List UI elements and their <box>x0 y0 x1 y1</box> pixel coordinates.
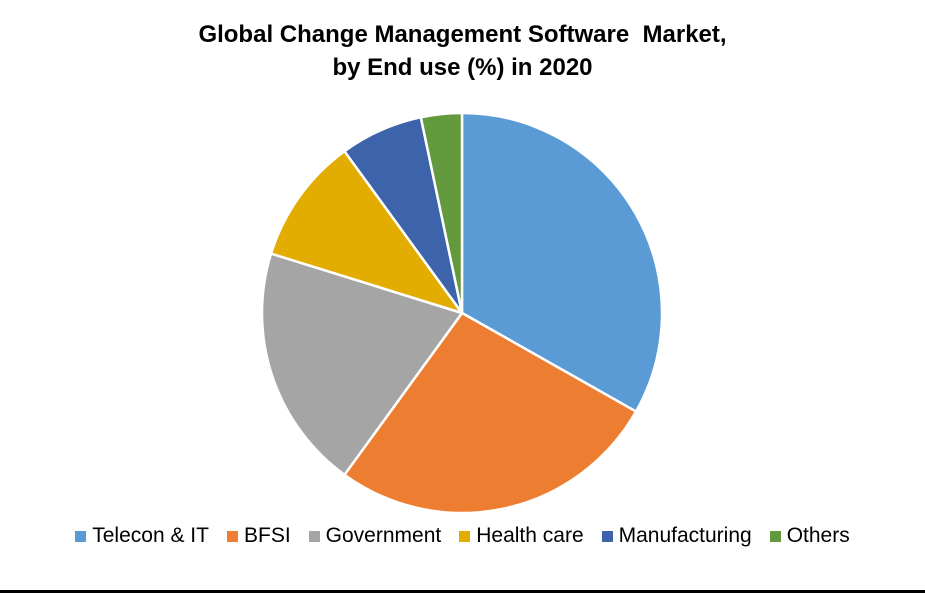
legend-swatch <box>769 530 781 542</box>
legend-label: BFSI <box>243 524 291 547</box>
legend-swatch <box>308 530 320 542</box>
chart-title: Global Change Management Software Market… <box>0 18 925 84</box>
legend-label: Others <box>786 524 850 547</box>
legend-swatch <box>75 530 87 542</box>
slice-others <box>419 111 464 315</box>
legend-swatch <box>226 530 238 542</box>
slice-bfsi <box>343 311 638 515</box>
legend-swatch <box>459 530 471 542</box>
legend-label: Telecon & IT <box>92 524 209 547</box>
slice-government <box>260 252 464 477</box>
legend-item-health-care: Health care <box>459 524 584 548</box>
chart-title-line-2: by End use (%) in 2020 <box>332 54 593 81</box>
legend-item-bfsi: BFSI <box>226 524 291 548</box>
chart-legend: Telecon & IT BFSI Government Health care… <box>0 524 925 548</box>
legend-swatch <box>601 530 613 542</box>
legend-label: Health care <box>476 524 584 547</box>
legend-item-others: Others <box>769 524 850 548</box>
legend-label: Government <box>325 524 442 547</box>
legend-label: Manufacturing <box>618 524 752 547</box>
chart-title-line-1: Global Change Management Software Market… <box>198 21 727 48</box>
legend-item-government: Government <box>308 524 442 548</box>
slice-telecon-it <box>460 111 664 413</box>
legend-item-telecon-it: Telecon & IT <box>75 524 209 548</box>
legend-item-manufacturing: Manufacturing <box>601 524 752 548</box>
slice-health-care <box>269 149 464 315</box>
bottom-border <box>0 590 925 593</box>
